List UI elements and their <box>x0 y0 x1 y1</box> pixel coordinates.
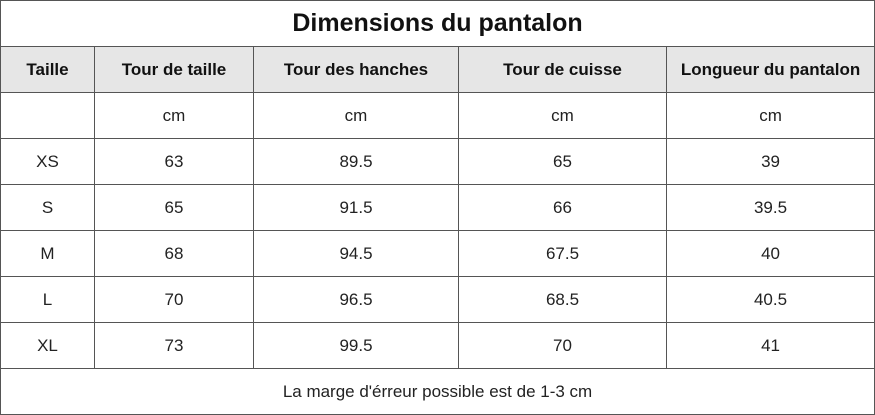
header-length: Longueur du pantalon <box>665 46 875 93</box>
size-cell: M <box>0 230 95 277</box>
hips-cell: 94.5 <box>253 230 459 277</box>
size-cell: XL <box>0 322 95 369</box>
table-row: XL 73 99.5 70 41 <box>0 322 875 369</box>
hips-cell: 91.5 <box>253 184 459 231</box>
header-waist: Tour de taille <box>94 46 254 93</box>
length-cell: 41 <box>665 322 875 369</box>
table-title: Dimensions du pantalon <box>0 0 875 47</box>
waist-cell: 68 <box>94 230 254 277</box>
waist-cell: 73 <box>94 322 254 369</box>
unit-cell: cm <box>94 92 254 139</box>
unit-cell: cm <box>665 92 875 139</box>
thigh-cell: 70 <box>458 322 667 369</box>
units-row: cm cm cm cm <box>0 92 875 139</box>
table-row: L 70 96.5 68.5 40.5 <box>0 276 875 323</box>
waist-cell: 70 <box>94 276 254 323</box>
header-size: Taille <box>0 46 95 93</box>
table-row: S 65 91.5 66 39.5 <box>0 184 875 231</box>
length-cell: 39.5 <box>665 184 875 231</box>
thigh-cell: 66 <box>458 184 667 231</box>
length-cell: 40.5 <box>665 276 875 323</box>
length-cell: 40 <box>665 230 875 277</box>
hips-cell: 99.5 <box>253 322 459 369</box>
thigh-cell: 68.5 <box>458 276 667 323</box>
header-row: Taille Tour de taille Tour des hanches T… <box>0 46 875 93</box>
header-hips: Tour des hanches <box>253 46 459 93</box>
size-cell: L <box>0 276 95 323</box>
header-thigh: Tour de cuisse <box>458 46 667 93</box>
table-row: XS 63 89.5 65 39 <box>0 138 875 185</box>
unit-cell: cm <box>458 92 667 139</box>
error-margin-note: La marge d'érreur possible est de 1-3 cm <box>0 368 875 415</box>
unit-cell: cm <box>253 92 459 139</box>
unit-cell <box>0 92 95 139</box>
hips-cell: 89.5 <box>253 138 459 185</box>
thigh-cell: 67.5 <box>458 230 667 277</box>
waist-cell: 65 <box>94 184 254 231</box>
length-cell: 39 <box>665 138 875 185</box>
table-row: M 68 94.5 67.5 40 <box>0 230 875 277</box>
title-row: Dimensions du pantalon <box>0 0 875 47</box>
size-cell: S <box>0 184 95 231</box>
footer-row: La marge d'érreur possible est de 1-3 cm <box>0 368 875 415</box>
hips-cell: 96.5 <box>253 276 459 323</box>
waist-cell: 63 <box>94 138 254 185</box>
thigh-cell: 65 <box>458 138 667 185</box>
size-cell: XS <box>0 138 95 185</box>
